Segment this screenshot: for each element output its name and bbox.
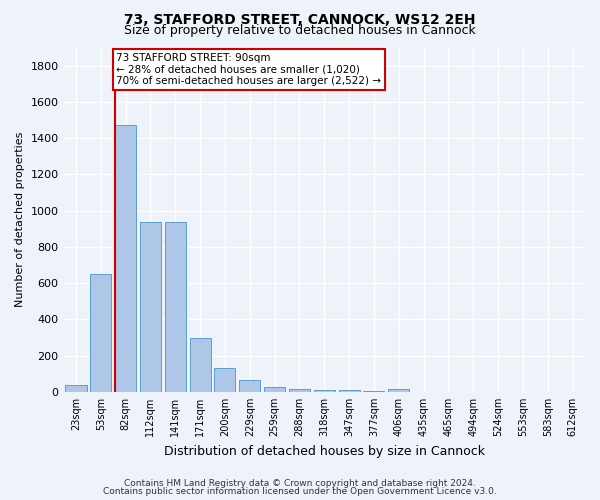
X-axis label: Distribution of detached houses by size in Cannock: Distribution of detached houses by size … xyxy=(164,444,485,458)
Y-axis label: Number of detached properties: Number of detached properties xyxy=(15,132,25,308)
Bar xyxy=(289,389,310,392)
Bar xyxy=(214,368,235,392)
Text: 73 STAFFORD STREET: 90sqm
← 28% of detached houses are smaller (1,020)
70% of se: 73 STAFFORD STREET: 90sqm ← 28% of detac… xyxy=(116,53,382,86)
Bar xyxy=(115,126,136,392)
Bar xyxy=(239,380,260,392)
Bar xyxy=(190,338,211,392)
Text: Contains public sector information licensed under the Open Government Licence v3: Contains public sector information licen… xyxy=(103,487,497,496)
Bar xyxy=(140,222,161,392)
Text: 73, STAFFORD STREET, CANNOCK, WS12 2EH: 73, STAFFORD STREET, CANNOCK, WS12 2EH xyxy=(124,12,476,26)
Bar xyxy=(364,391,385,392)
Bar xyxy=(90,274,112,392)
Bar xyxy=(338,390,359,392)
Bar xyxy=(65,384,86,392)
Text: Contains HM Land Registry data © Crown copyright and database right 2024.: Contains HM Land Registry data © Crown c… xyxy=(124,478,476,488)
Bar xyxy=(314,390,335,392)
Bar xyxy=(388,389,409,392)
Bar xyxy=(165,222,186,392)
Text: Size of property relative to detached houses in Cannock: Size of property relative to detached ho… xyxy=(124,24,476,37)
Bar xyxy=(264,388,285,392)
